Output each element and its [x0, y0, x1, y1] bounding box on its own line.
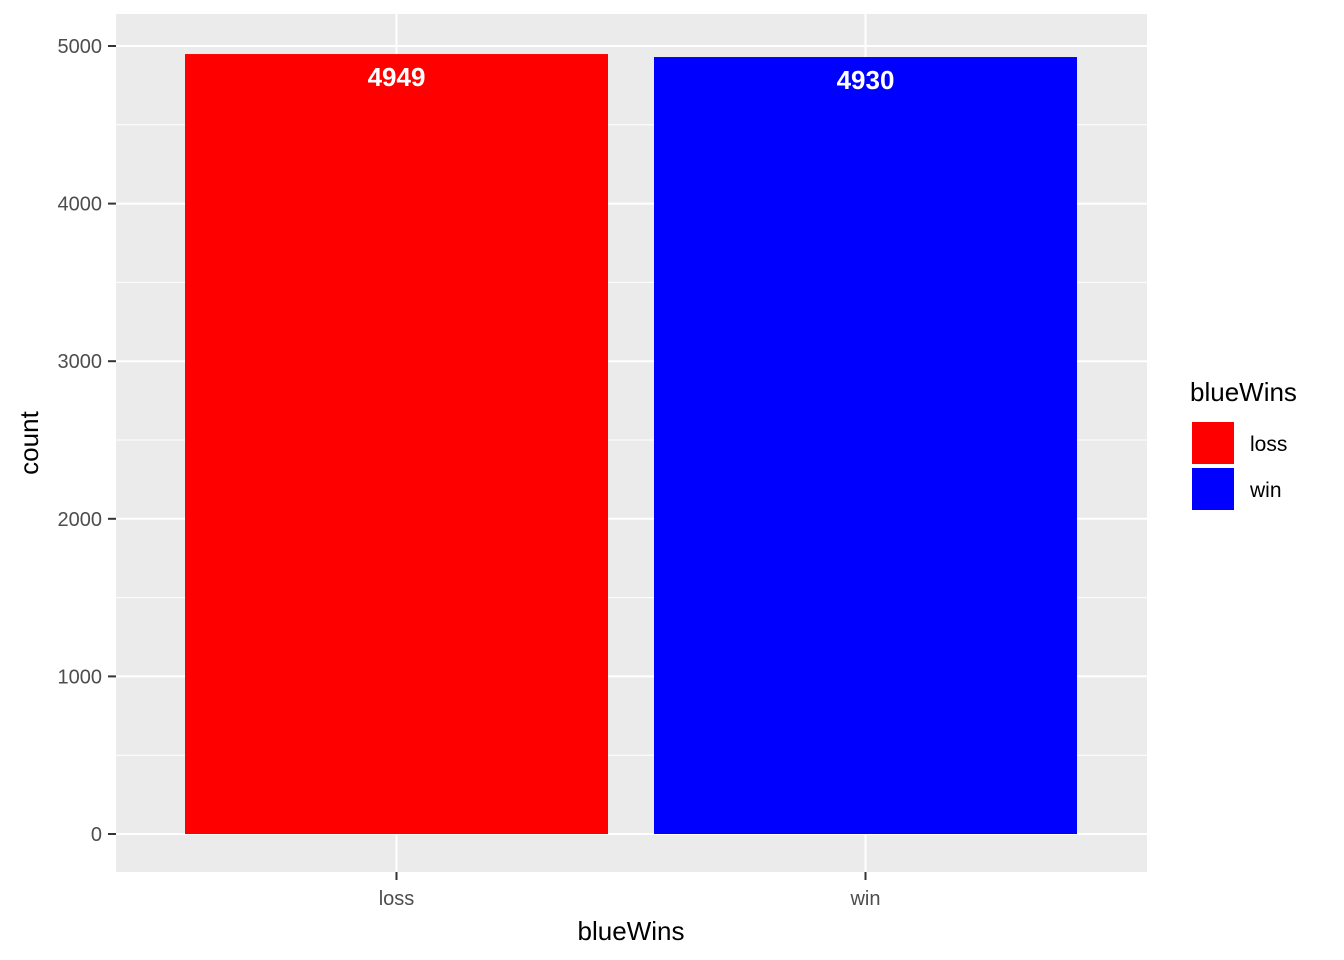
x-tick-label: win	[849, 888, 880, 910]
data-labels: 4949 4930	[368, 62, 895, 95]
legend-swatch-loss	[1192, 422, 1234, 464]
bar-loss	[185, 54, 608, 835]
legend-swatch-win	[1192, 468, 1234, 510]
x-tick-label: loss	[379, 888, 415, 910]
y-axis: 0 1000 2000 3000 4000 5000	[58, 36, 116, 846]
legend: blueWins loss win	[1190, 377, 1297, 512]
y-tick-label: 0	[91, 824, 102, 846]
legend-entries: loss win	[1190, 420, 1287, 512]
y-tick-label: 4000	[58, 194, 103, 216]
legend-label-win: win	[1249, 479, 1282, 502]
legend-title: blueWins	[1190, 377, 1297, 407]
y-tick-label: 3000	[58, 351, 103, 373]
y-tick-label: 5000	[58, 36, 103, 58]
bar-win	[654, 57, 1077, 835]
y-tick-label: 1000	[58, 666, 103, 688]
y-tick-label: 2000	[58, 509, 103, 531]
data-label-win: 4930	[837, 65, 895, 95]
legend-label-loss: loss	[1250, 433, 1287, 456]
data-label-loss: 4949	[368, 62, 426, 92]
x-axis-title: blueWins	[578, 916, 685, 946]
bars	[185, 54, 1077, 835]
y-axis-title: count	[14, 410, 44, 474]
x-axis: loss win	[379, 872, 881, 910]
